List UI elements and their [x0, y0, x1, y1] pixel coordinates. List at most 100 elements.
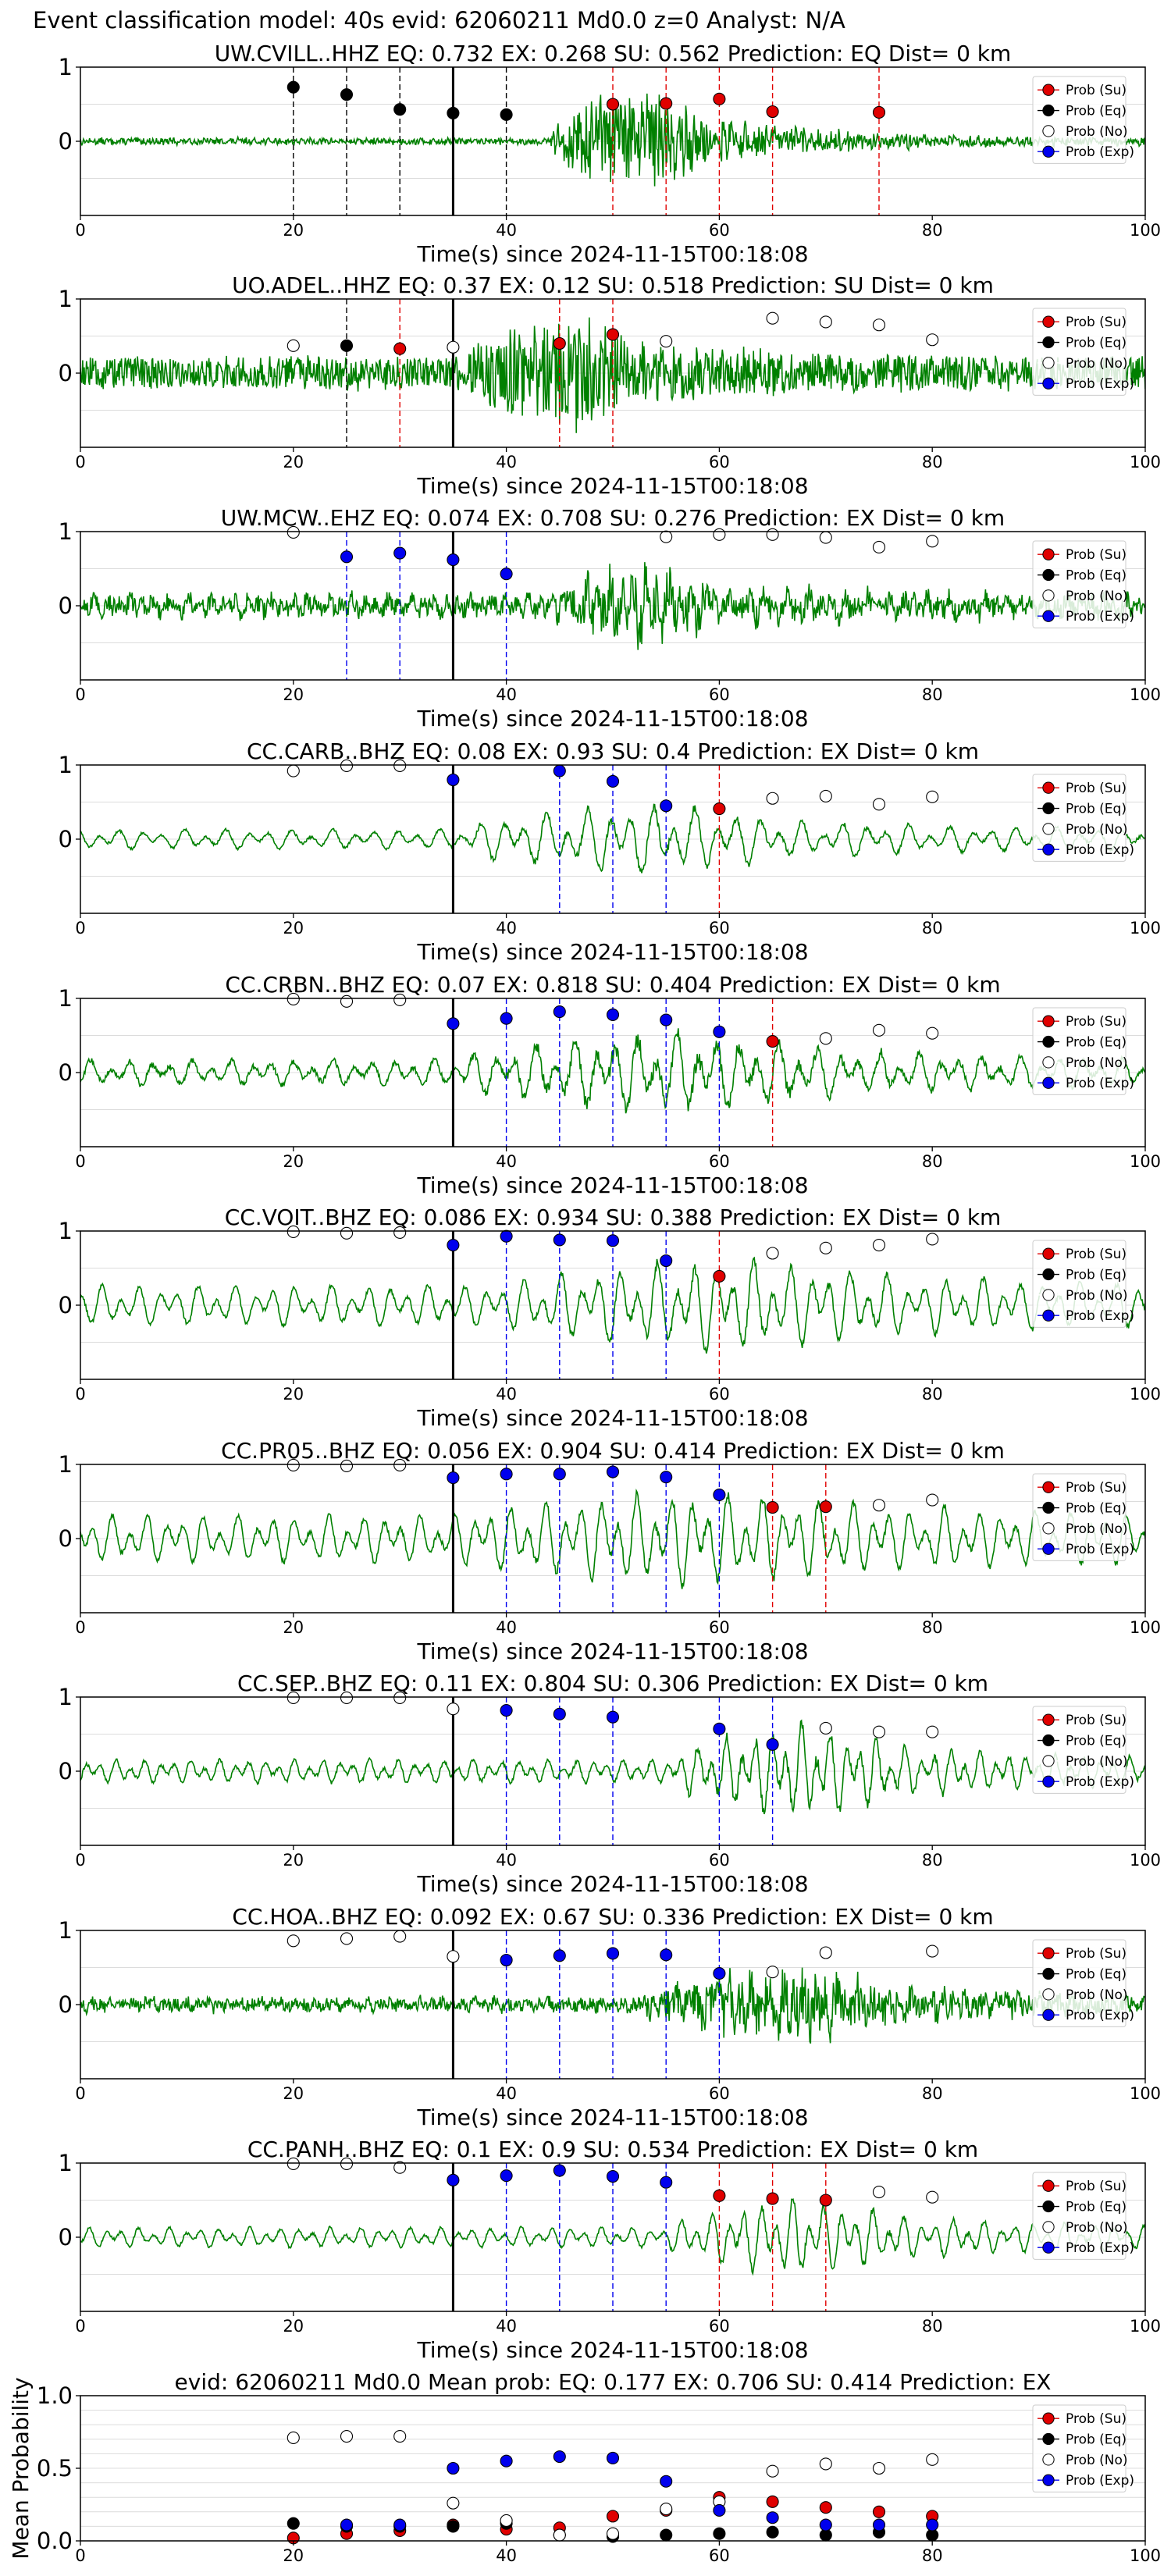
prob-marker-exp	[553, 1949, 566, 1962]
legend-box	[1032, 1240, 1127, 1328]
x-tick-label: 0	[75, 1385, 85, 1404]
x-tick-label: 20	[283, 919, 304, 938]
prob-marker-no	[287, 1934, 300, 1948]
prob-marker-no	[926, 1725, 939, 1738]
prob-marker-no	[340, 1691, 354, 1704]
legend-marker-exp	[1042, 1309, 1055, 1322]
panel-title: CC.SEP..BHZ EQ: 0.11 EX: 0.804 SU: 0.306…	[237, 1670, 988, 1696]
prob-marker-exp	[660, 1471, 673, 1484]
legend-marker-eq	[1042, 1967, 1055, 1980]
x-tick-label: 100	[1130, 919, 1161, 938]
prob-marker-exp	[553, 2164, 566, 2177]
figure-title: Event classification model: 40s evid: 62…	[33, 7, 845, 34]
legend-label-no: Prob (No)	[1066, 589, 1128, 604]
x-tick-label: 0	[75, 2317, 85, 2336]
x-tick-label: 0	[75, 685, 85, 704]
legend-label-exp: Prob (Exp)	[1066, 2240, 1134, 2256]
mean-prob-marker-eq	[713, 2527, 726, 2540]
legend-marker-eq	[1042, 1501, 1055, 1514]
x-tick-label: 100	[1130, 1152, 1161, 1171]
prob-marker-no	[340, 759, 354, 773]
mean-prob-marker-exp	[819, 2518, 832, 2532]
prob-marker-exp	[713, 1967, 726, 1980]
prob-marker-su	[766, 2192, 779, 2205]
x-tick-label: 80	[922, 2317, 943, 2336]
x-axis-label: Time(s) since 2024-11-15T00:18:08	[416, 706, 808, 731]
mean-prob-marker-exp	[606, 2451, 620, 2465]
legend-label-no: Prob (No)	[1066, 1288, 1128, 1304]
legend-marker-no	[1042, 589, 1055, 602]
legend-label-eq: Prob (Eq)	[1066, 1034, 1127, 1050]
prob-marker-no	[766, 792, 779, 805]
prob-marker-exp	[447, 1471, 460, 1485]
legend-label-eq: Prob (Eq)	[1066, 1500, 1127, 1516]
mean-prob-marker-exp	[447, 2461, 460, 2475]
y-tick-label: 0.0	[37, 2528, 73, 2554]
prob-marker-su	[819, 1500, 832, 1514]
prob-marker-eq	[287, 80, 300, 94]
prob-marker-exp	[713, 1488, 726, 1501]
mean-prob-marker-exp	[553, 2450, 566, 2464]
legend-label-su: Prob (Su)	[1066, 83, 1127, 98]
prob-marker-su	[766, 1035, 779, 1048]
legend-marker-exp	[1042, 377, 1055, 390]
legend-label-eq: Prob (Eq)	[1066, 2432, 1127, 2447]
legend-label-su: Prob (Su)	[1066, 1946, 1127, 1962]
legend-label-exp: Prob (Exp)	[1066, 1774, 1134, 1790]
legend-label-su: Prob (Su)	[1066, 315, 1127, 330]
x-tick-label: 60	[709, 1851, 730, 1870]
legend-marker-no	[1042, 1289, 1055, 1301]
y-tick-label: 0	[59, 128, 73, 155]
legend-marker-exp	[1042, 1542, 1055, 1555]
waveform-trace	[80, 1967, 1145, 2044]
legend-marker-no	[1042, 357, 1055, 369]
x-tick-label: 60	[709, 1618, 730, 1637]
legend-label-no: Prob (No)	[1066, 1987, 1128, 2003]
prob-marker-no	[819, 1946, 832, 1959]
panel-title: CC.VOIT..BHZ EQ: 0.086 EX: 0.934 SU: 0.3…	[225, 1204, 1002, 1230]
chart-panel-1: 0 20 40 60 80 100 0 1 UW.CVILL..HHZ EQ: 0.732 EX…	[59, 41, 1162, 267]
x-tick-label: 60	[709, 1385, 730, 1404]
prob-marker-exp	[660, 1013, 673, 1026]
x-tick-label: 20	[283, 2317, 304, 2336]
x-tick-label: 60	[709, 2317, 730, 2336]
prob-marker-no	[926, 1493, 939, 1507]
prob-marker-no	[287, 1225, 300, 1238]
prob-marker-no	[287, 992, 300, 1005]
prob-marker-exp	[660, 799, 673, 813]
x-tick-label: 80	[922, 685, 943, 704]
y-tick-label: 1	[59, 752, 73, 778]
mean-prob-marker-no	[393, 2430, 407, 2443]
legend-label-no: Prob (No)	[1066, 2220, 1128, 2236]
prob-marker-exp	[606, 1465, 620, 1478]
x-tick-label: 40	[496, 919, 517, 938]
waveform-trace	[80, 1488, 1145, 1589]
panel-title: CC.CRBN..BHZ EQ: 0.07 EX: 0.818 SU: 0.40…	[225, 972, 1000, 998]
legend-box	[1032, 774, 1127, 862]
legend-label-eq: Prob (Eq)	[1066, 568, 1127, 583]
prob-marker-no	[872, 2186, 886, 2199]
prob-marker-su	[606, 98, 620, 111]
legend-label-eq: Prob (Eq)	[1066, 1733, 1127, 1749]
prob-marker-exp	[660, 2176, 673, 2189]
x-tick-label: 80	[922, 2546, 943, 2565]
prob-marker-exp	[500, 1229, 513, 1243]
prob-marker-no	[926, 535, 939, 548]
y-tick-label: 1	[59, 1451, 73, 1478]
chart-panel-5: 0 20 40 60 80 100 0 1 CC.CRBN..BHZ EQ: 0.07 EX: …	[59, 972, 1162, 1198]
y-tick-label: 1.0	[37, 2382, 73, 2409]
x-tick-label: 40	[496, 1851, 517, 1870]
prob-marker-no	[660, 335, 673, 348]
prob-marker-no	[340, 1932, 354, 1945]
y-tick-label: 0	[59, 1292, 73, 1318]
x-tick-label: 20	[283, 453, 304, 471]
x-axis-label: Time(s) since 2024-11-15T00:18:08	[416, 1871, 808, 1897]
legend-marker-no	[1042, 1522, 1055, 1535]
legend-box	[1032, 1706, 1127, 1794]
prob-marker-no	[447, 1703, 460, 1716]
legend-label-su: Prob (Su)	[1066, 2179, 1127, 2194]
legend-label-exp: Prob (Exp)	[1066, 1308, 1134, 1324]
legend-label-su: Prob (Su)	[1066, 1247, 1127, 1262]
prob-marker-no	[819, 531, 832, 544]
legend-label-eq: Prob (Eq)	[1066, 103, 1127, 119]
